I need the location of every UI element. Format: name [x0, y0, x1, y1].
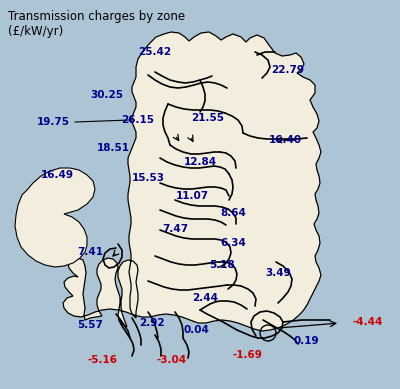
Text: 5.18: 5.18 — [209, 260, 235, 270]
Text: 7.41: 7.41 — [77, 247, 103, 257]
Text: Transmission charges by zone
(£/kW/yr): Transmission charges by zone (£/kW/yr) — [8, 10, 185, 38]
Text: 22.79: 22.79 — [272, 65, 304, 75]
Text: 0.04: 0.04 — [183, 325, 209, 335]
Text: -1.69: -1.69 — [232, 350, 262, 360]
Text: 12.84: 12.84 — [184, 157, 216, 167]
Text: -3.04: -3.04 — [157, 355, 187, 365]
Text: 21.55: 21.55 — [192, 113, 224, 123]
Text: 30.25: 30.25 — [90, 90, 124, 100]
Text: 8.64: 8.64 — [220, 208, 246, 218]
Text: 16.49: 16.49 — [40, 170, 74, 180]
Text: 7.47: 7.47 — [162, 224, 188, 234]
Text: 5.57: 5.57 — [77, 320, 103, 330]
Text: 26.15: 26.15 — [122, 115, 154, 125]
Polygon shape — [63, 32, 321, 331]
Text: 6.34: 6.34 — [220, 238, 246, 248]
Text: 16.40: 16.40 — [268, 135, 302, 145]
Text: 2.92: 2.92 — [139, 318, 165, 328]
Text: 19.75: 19.75 — [36, 117, 70, 127]
Text: 15.53: 15.53 — [132, 173, 164, 183]
Text: 11.07: 11.07 — [176, 191, 208, 201]
Text: 3.49: 3.49 — [265, 268, 291, 278]
Text: -5.16: -5.16 — [88, 355, 118, 365]
Text: 25.42: 25.42 — [138, 47, 172, 57]
Polygon shape — [15, 168, 95, 267]
Text: 2.44: 2.44 — [192, 293, 218, 303]
Text: -4.44: -4.44 — [353, 317, 383, 327]
Text: 0.19: 0.19 — [293, 336, 319, 346]
Text: 18.51: 18.51 — [96, 143, 130, 153]
